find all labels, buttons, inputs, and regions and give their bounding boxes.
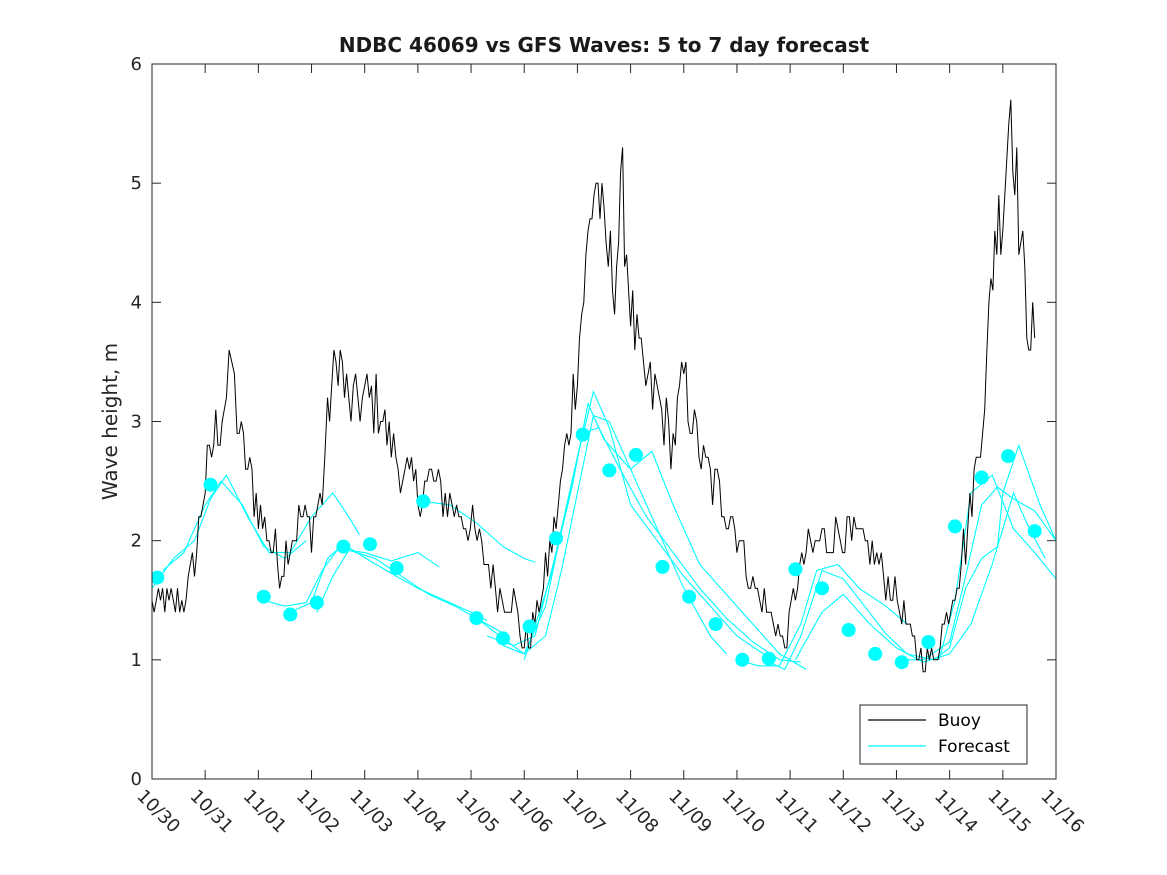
forecast-marker-4 (283, 607, 298, 622)
forecast-marker-21 (761, 651, 776, 666)
forecast-marker-6 (336, 539, 351, 554)
y-tick-label: 3 (131, 412, 142, 433)
forecast-marker-10 (469, 611, 484, 626)
y-axis-label: Wave height, m (98, 343, 122, 500)
forecast-marker-1 (152, 570, 165, 585)
forecast-marker-30 (1001, 449, 1016, 464)
forecast-run-line-4 (290, 543, 488, 621)
forecast-marker-7 (363, 537, 377, 552)
forecast-marker-25 (868, 646, 883, 661)
forecast-run-line-14 (896, 486, 1056, 661)
forecast-marker-12 (522, 619, 537, 634)
forecast-run-line-12 (763, 569, 950, 671)
forecast-marker-28 (948, 519, 962, 534)
forecast-marker-3 (256, 589, 271, 604)
forecast-markers-group (152, 427, 1042, 670)
forecast-marker-24 (841, 623, 856, 637)
y-tick-label: 2 (131, 531, 142, 552)
forecast-marker-29 (974, 470, 989, 485)
forecast-marker-13 (549, 531, 564, 546)
forecast-run-line-9 (502, 426, 801, 663)
forecast-marker-8 (389, 561, 404, 576)
axes-box (151, 63, 1057, 780)
forecast-marker-26 (894, 655, 909, 670)
forecast-marker-27 (921, 635, 936, 649)
legend-buoy-label: Buoy (938, 711, 981, 731)
y-tick-label: 0 (131, 769, 142, 790)
y-tick-label: 4 (131, 292, 142, 313)
legend-box (859, 704, 1028, 765)
buoy-line-group (152, 99, 1036, 673)
forecast-marker-18 (682, 589, 697, 604)
chart-title: NDBC 46069 vs GFS Waves: 5 to 7 day fore… (339, 33, 870, 57)
forecast-marker-2 (203, 477, 218, 492)
forecast-marker-31 (1027, 524, 1042, 539)
forecast-marker-17 (655, 559, 670, 574)
forecast-run-line-11 (736, 563, 908, 667)
forecast-marker-14 (575, 427, 590, 442)
y-tick-label: 5 (131, 173, 142, 194)
forecast-marker-20 (735, 652, 750, 667)
forecast-run-line-10 (523, 401, 807, 670)
buoy-series-line (152, 99, 1036, 673)
forecast-marker-5 (309, 595, 324, 610)
forecast-marker-22 (788, 562, 803, 577)
legend-forecast-label: Forecast (938, 737, 1010, 757)
y-tick-label: 1 (131, 650, 142, 671)
forecast-marker-15 (602, 463, 617, 478)
forecast-marker-9 (416, 494, 431, 509)
legend: Buoy Forecast (859, 704, 1028, 765)
plot-area (152, 64, 1056, 779)
y-tick-label: 6 (131, 54, 142, 75)
forecast-run-line-2 (162, 480, 307, 571)
forecast-marker-16 (628, 447, 643, 462)
forecast-run-line-13 (794, 491, 1046, 663)
forecast-marker-19 (708, 617, 723, 632)
forecast-run-line-8 (486, 390, 764, 655)
forecast-marker-23 (815, 581, 829, 596)
forecast-run-line-1 (152, 474, 360, 589)
forecast-marker-11 (496, 631, 510, 646)
forecast-run-line-16 (949, 443, 1056, 649)
forecast-run-line-6 (423, 500, 536, 563)
plot-series-group (152, 99, 1056, 673)
